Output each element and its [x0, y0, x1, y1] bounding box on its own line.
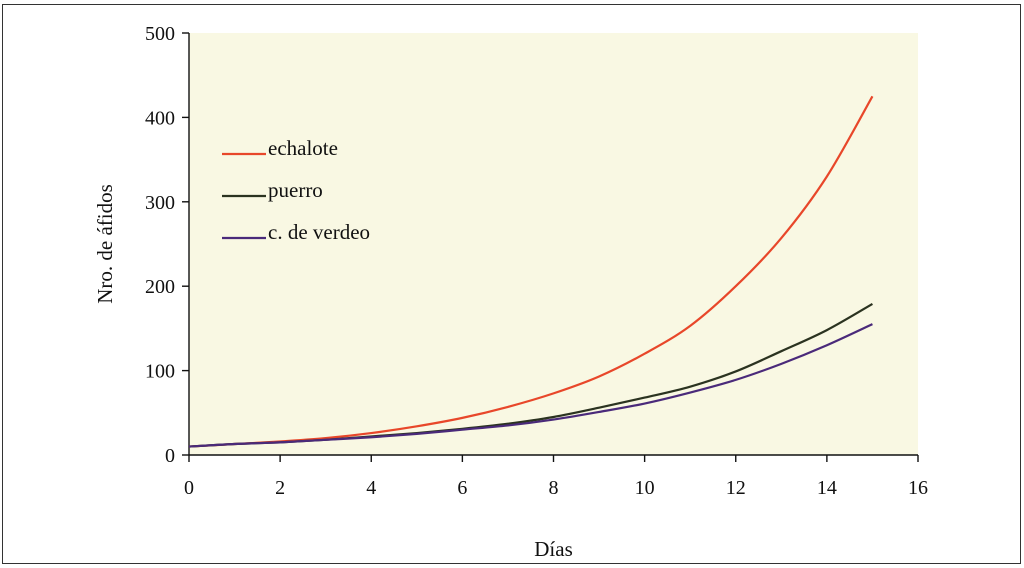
- legend-label-0: echalote: [268, 136, 338, 160]
- series-line-0: [188, 95, 874, 448]
- y-tick-label: 300: [145, 192, 175, 214]
- legend-label-1: puerro: [268, 178, 323, 202]
- axes: 0 100 200 300 400 500 0 2 4 6 8 10 12 14 16: [145, 23, 928, 499]
- x-tick-label: 16: [908, 477, 928, 499]
- x-tick-label: 10: [635, 477, 655, 499]
- x-tick-label: 12: [726, 477, 746, 499]
- y-tick-label: 100: [145, 361, 175, 383]
- series-line-2: [188, 323, 873, 448]
- y-tick-label: 500: [145, 23, 175, 45]
- x-axis-title: Días: [534, 537, 573, 561]
- x-tick-label: 4: [366, 477, 376, 499]
- x-tick-label: 8: [549, 477, 559, 499]
- plot-area: [189, 33, 918, 455]
- x-tick-label: 2: [275, 477, 285, 499]
- x-tick-label: 0: [184, 477, 194, 499]
- legend: echalote puerro c. de verdeo: [222, 136, 370, 244]
- x-tick-label: 14: [817, 477, 837, 499]
- legend-label-2: c. de verdeo: [268, 220, 370, 244]
- y-tick-label: 0: [165, 445, 175, 467]
- x-tick-label: 6: [457, 477, 467, 499]
- y-tick-label: 200: [145, 276, 175, 298]
- y-axis-title: Nro. de áfidos: [93, 184, 117, 304]
- y-tick-label: 400: [145, 107, 175, 129]
- series-layer: [188, 95, 874, 448]
